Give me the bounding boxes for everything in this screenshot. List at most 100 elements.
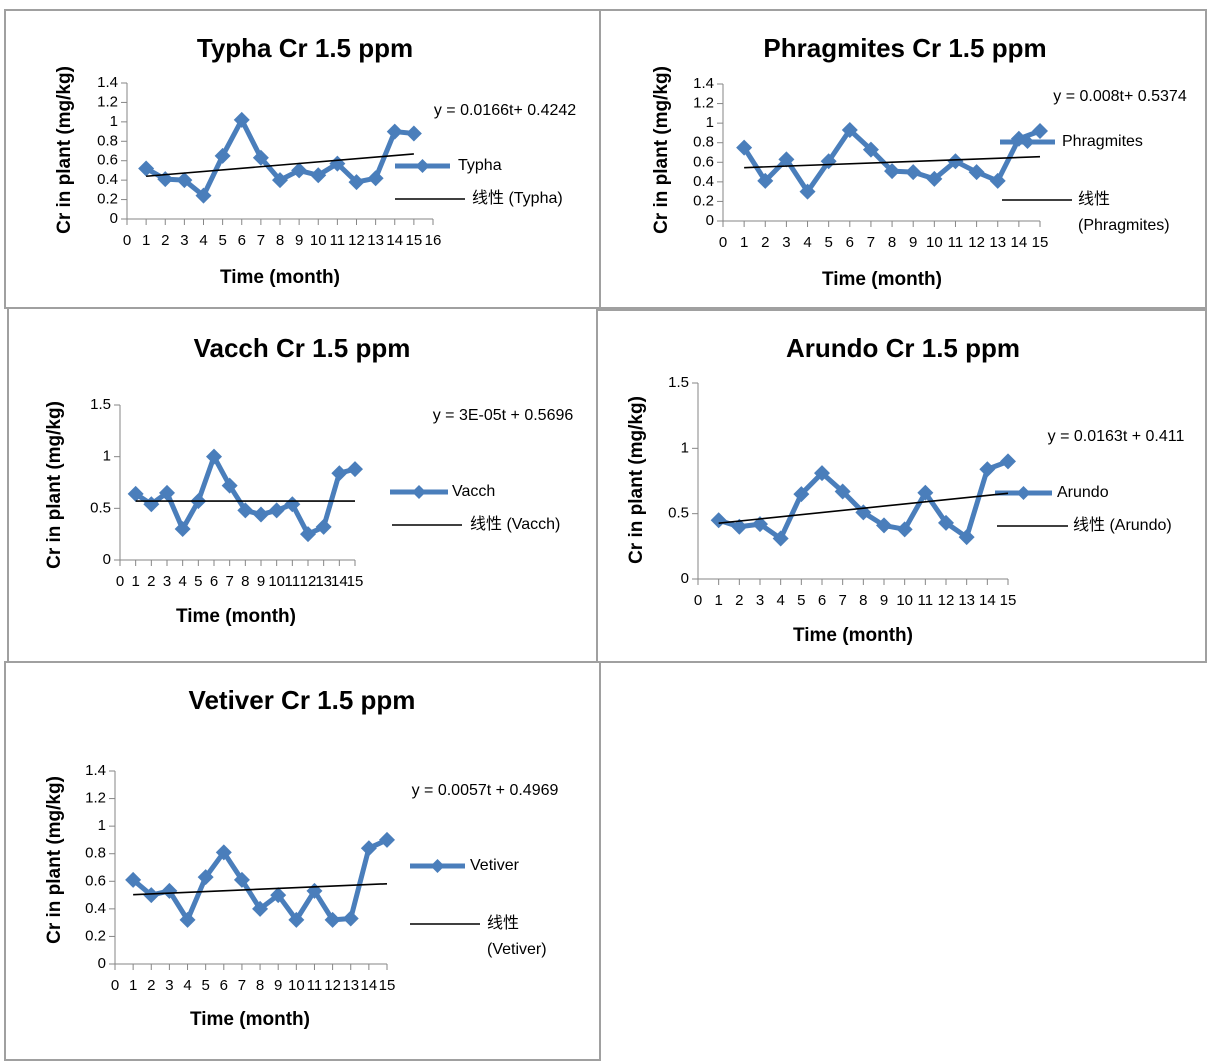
x-tick-label: 11 (948, 234, 964, 251)
x-tick-label: 10 (288, 977, 305, 994)
annotation: y = 0.0057t + 0.4969 (412, 782, 559, 799)
y-axis-label: Cr in plant (mg/kg) (651, 66, 672, 234)
x-tick-label: 3 (756, 592, 764, 609)
marker (195, 187, 212, 204)
marker (917, 484, 934, 501)
x-tick-label: 11 (307, 977, 323, 994)
marker (300, 526, 316, 543)
marker (237, 502, 254, 519)
x-tick-label: 1 (129, 977, 137, 994)
marker (710, 512, 727, 529)
annotation: y = 0.0163t + 0.411 (1048, 428, 1185, 445)
marker (159, 484, 175, 501)
y-tick-label: 0.5 (668, 505, 689, 522)
marker (405, 125, 422, 142)
x-tick-label: 15 (379, 977, 396, 994)
x-tick-label: 2 (735, 592, 743, 609)
x-tick-label: 8 (276, 232, 284, 249)
y-tick-label: 1.2 (97, 93, 118, 110)
x-tick-label: 13 (958, 592, 975, 609)
x-tick-label: 1 (714, 592, 722, 609)
y-tick-label: 0.8 (97, 132, 118, 149)
x-tick-label: 14 (361, 977, 378, 994)
marker (125, 871, 142, 888)
marker (736, 139, 753, 156)
marker (214, 147, 231, 164)
x-tick-label: 3 (165, 977, 173, 994)
marker (884, 163, 901, 180)
x-axis-label: Time (month) (220, 267, 340, 288)
x-tick-label: 0 (116, 573, 124, 590)
marker (206, 448, 222, 465)
x-tick-label: 8 (888, 234, 896, 251)
marker (778, 151, 795, 168)
marker (841, 121, 858, 138)
marker (174, 521, 191, 537)
marker (793, 486, 810, 503)
x-tick-label: 2 (761, 234, 769, 251)
marker (143, 496, 160, 513)
x-tick-label: 11 (330, 232, 346, 249)
marker (331, 465, 348, 482)
x-tick-label: 5 (194, 573, 202, 590)
marker (324, 911, 341, 928)
x-tick-label: 4 (183, 977, 191, 994)
annotation: y = 0.0166t+ 0.4242 (434, 102, 576, 119)
x-tick-label: 0 (123, 232, 131, 249)
marker (253, 506, 269, 523)
marker (161, 882, 178, 899)
x-tick-label: 5 (824, 234, 832, 251)
panel-frame (599, 9, 1207, 309)
x-tick-label: 4 (776, 592, 784, 609)
legend-label: Vetiver (470, 857, 520, 874)
x-tick-label: 8 (241, 573, 249, 590)
x-tick-label: 12 (324, 977, 341, 994)
x-tick-label: 6 (210, 573, 218, 590)
y-tick-label: 1 (110, 113, 118, 130)
marker (386, 123, 403, 140)
y-tick-label: 0.4 (85, 900, 106, 917)
marker (221, 477, 238, 494)
x-tick-label: 5 (218, 232, 226, 249)
marker (947, 153, 964, 170)
x-tick-label: 5 (797, 592, 805, 609)
y-tick-label: 0.4 (97, 171, 118, 188)
trendline (146, 153, 414, 178)
annotation: y = 0.008t+ 0.5374 (1053, 88, 1187, 105)
marker (834, 483, 851, 500)
legend-label: Typha (458, 157, 502, 174)
x-tick-label: 9 (909, 234, 917, 251)
marker (1032, 122, 1048, 139)
x-tick-label: 15 (1032, 234, 1049, 251)
marker (315, 518, 332, 535)
y-tick-label: 0.2 (97, 191, 118, 208)
x-axis-label: Time (month) (793, 625, 913, 646)
x-tick-label: 8 (859, 592, 867, 609)
y-axis-label: Cr in plant (mg/kg) (54, 66, 75, 234)
y-tick-label: 0 (103, 551, 111, 568)
marker (288, 911, 305, 928)
x-tick-label: 9 (257, 573, 265, 590)
x-tick-label: 9 (295, 232, 303, 249)
x-tick-label: 5 (201, 977, 209, 994)
annotation: y = 3E-05t + 0.5696 (433, 407, 574, 424)
marker (215, 844, 232, 861)
x-tick-label: 13 (367, 232, 384, 249)
legend-label: 线性 (Vacch) (470, 515, 560, 533)
marker (347, 461, 363, 478)
x-tick-label: 7 (238, 977, 246, 994)
legend-label: 线性 (Arundo) (1073, 516, 1172, 534)
marker (876, 517, 892, 534)
y-axis-label: Cr in plant (mg/kg) (626, 396, 647, 564)
marker (252, 149, 269, 166)
y-tick-label: 0.6 (85, 872, 106, 889)
marker (814, 465, 830, 482)
marker (379, 831, 395, 848)
x-tick-label: 1 (740, 234, 748, 251)
y-tick-label: 1.2 (693, 95, 714, 112)
legend-marker (415, 159, 430, 173)
marker (233, 871, 250, 888)
legend-label: Phragmites (1062, 133, 1143, 150)
marker (252, 900, 269, 917)
